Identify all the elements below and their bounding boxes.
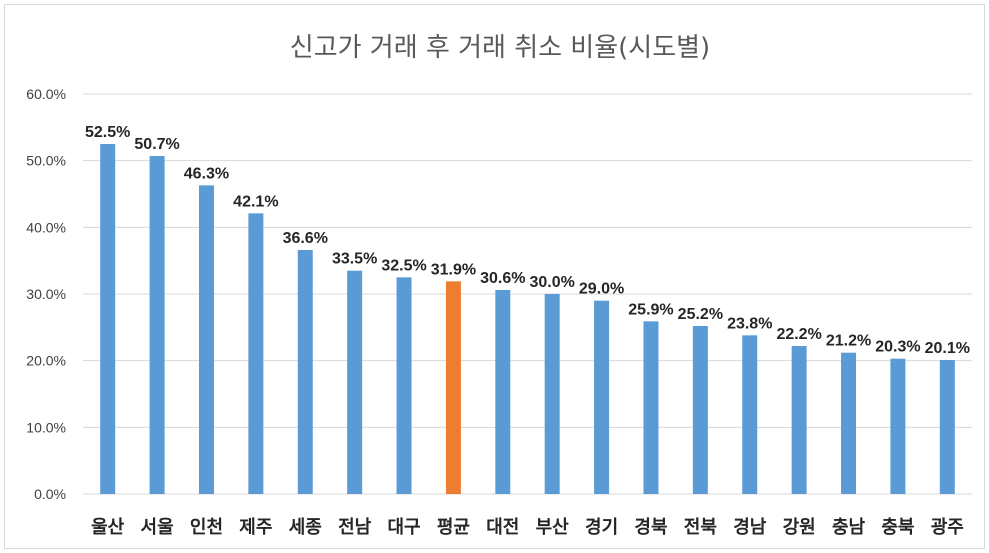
x-axis: 울산 서울 인천 제주 세종 전남 대구 평균 대전 부산 경기 경북 전북 경남 강원 충남 충북 광주: [91, 517, 964, 538]
bar: [791, 346, 807, 494]
bar: [100, 144, 116, 494]
x-tick-label: 경기: [585, 517, 618, 538]
data-label: 21.2%: [826, 333, 871, 350]
chart-title: 신고가 거래 후 거래 취소 비율(시도별): [290, 33, 710, 63]
data-label: 42.1%: [233, 193, 278, 210]
data-label: 52.5%: [85, 124, 130, 141]
bar: [149, 156, 165, 494]
bar: [692, 326, 708, 494]
bar: [742, 335, 758, 494]
gridlines: [83, 93, 972, 495]
data-labels: 52.5%50.7% 46.3%42.1% 36.6%33.5% 32.5% 31.9%…: [85, 124, 970, 357]
bar: [297, 250, 313, 494]
y-tick-label: 0.0%: [34, 486, 66, 502]
y-tick-label: 20.0%: [26, 353, 66, 369]
data-label: 32.5%: [381, 257, 426, 274]
data-label: 25.2%: [678, 306, 723, 323]
data-label: 22.2%: [776, 326, 821, 343]
x-tick-label: 평균: [437, 517, 470, 538]
x-tick-label: 광주: [931, 517, 964, 538]
data-label: 30.6%: [480, 270, 525, 287]
y-tick-label: 30.0%: [26, 286, 66, 302]
y-tick-label: 40.0%: [26, 219, 66, 235]
data-label: 20.1%: [925, 340, 970, 357]
data-label: 31.9%: [431, 261, 476, 278]
x-tick-label: 전남: [338, 517, 372, 538]
x-tick-label: 세종: [289, 517, 322, 538]
bar: [643, 321, 659, 494]
x-tick-label: 충북: [881, 517, 914, 538]
y-tick-label: 10.0%: [26, 419, 66, 435]
x-tick-label: 전북: [684, 517, 717, 538]
data-label: 50.7%: [134, 136, 179, 153]
x-tick-label: 강원: [783, 517, 816, 538]
x-tick-label: 대전: [486, 517, 519, 538]
y-tick-label: 50.0%: [26, 153, 66, 169]
x-tick-label: 부산: [536, 517, 570, 538]
x-tick-label: 서울: [141, 517, 174, 538]
bar: [544, 294, 560, 494]
data-label: 25.9%: [628, 301, 673, 318]
data-label: 23.8%: [727, 315, 772, 332]
y-tick-label: 60.0%: [26, 86, 66, 102]
data-label: 30.0%: [530, 274, 575, 291]
bar: [890, 358, 906, 494]
bar: [396, 277, 412, 494]
x-tick-label: 울산: [91, 517, 125, 538]
chart-frame: [4, 4, 985, 549]
x-tick-label: 경남: [733, 517, 767, 538]
x-tick-label: 인천: [190, 517, 223, 538]
bar: [594, 300, 610, 494]
data-label: 33.5%: [332, 251, 377, 268]
bar: [445, 281, 461, 494]
data-label: 36.6%: [283, 230, 328, 247]
x-tick-label: 제주: [239, 517, 272, 538]
x-tick-label: 경북: [634, 517, 667, 538]
bars: [100, 144, 955, 495]
x-tick-label: 대구: [387, 517, 420, 538]
y-axis: 0.0% 10.0% 20.0% 30.0% 40.0% 50.0% 60.0%: [26, 86, 66, 502]
data-label: 20.3%: [875, 339, 920, 356]
data-label: 46.3%: [184, 165, 229, 182]
bar: [495, 290, 511, 494]
bar: [198, 185, 214, 495]
bar: [248, 213, 264, 495]
x-tick-label: 충남: [832, 517, 866, 538]
data-label: 29.0%: [579, 281, 624, 298]
bar: [939, 360, 955, 494]
bar: [841, 352, 857, 494]
bar: [347, 270, 363, 494]
